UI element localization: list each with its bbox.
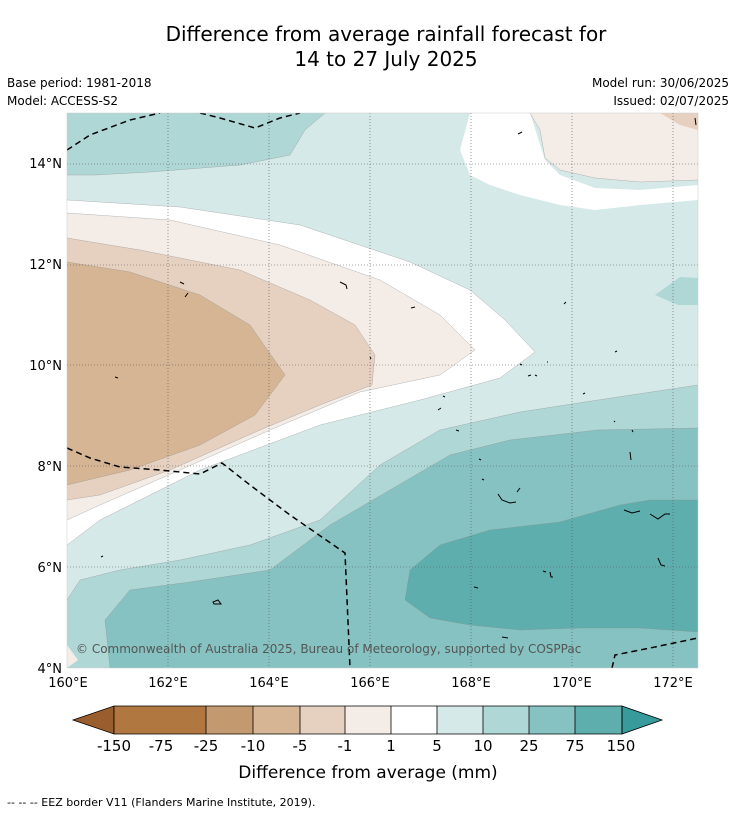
colorbar-label: 25 (519, 737, 538, 755)
lat-label: 14°N (29, 157, 62, 172)
colorbar-label: 150 (607, 737, 636, 755)
colorbar-label: -150 (97, 737, 131, 755)
colorbar-bin (253, 706, 300, 734)
colorbar-label: -25 (194, 737, 219, 755)
map-frame (66, 112, 699, 669)
islands (100, 117, 697, 639)
region-dry-10 (67, 262, 285, 485)
colorbar-bin (483, 706, 529, 734)
lat-label: 4°N (38, 662, 63, 677)
region-wet-5-north (67, 113, 325, 175)
colorbar-label: 1 (386, 737, 396, 755)
lon-label: 168°E (451, 676, 491, 691)
contour-lines (67, 113, 698, 668)
colorbar-label: 10 (473, 737, 492, 755)
chart-title: Difference from average rainfall forecas… (0, 22, 736, 72)
colorbar-bin (114, 706, 206, 734)
colorbar-title: Difference from average (mm) (238, 763, 497, 783)
title-line-1: Difference from average rainfall forecas… (165, 22, 607, 46)
lon-label: 170°E (552, 676, 592, 691)
colorbar-bin (575, 706, 622, 734)
lat-label: 8°N (38, 460, 63, 475)
lat-label: 12°N (29, 258, 62, 273)
region-wet-1-southwest (67, 528, 140, 570)
colorbar-bin (391, 706, 437, 734)
region-wet-5-east-patch (655, 277, 698, 305)
colorbar-label: 75 (565, 737, 584, 755)
longitude-axis: 160°E 162°E 164°E 166°E 168°E 170°E 172°… (48, 676, 693, 691)
lon-label: 162°E (148, 676, 188, 691)
lon-label: 166°E (350, 676, 390, 691)
graticule (67, 113, 698, 668)
lon-label: 172°E (653, 676, 693, 691)
lon-label: 160°E (48, 676, 88, 691)
meta-left: Base period: 1981-2018 Model: ACCESS-S2 (7, 74, 152, 110)
latitude-axis: 14°N 12°N 10°N 8°N 6°N 4°N (29, 157, 62, 677)
colorbar-bin (206, 706, 253, 734)
meta-right: Model run: 30/06/2025 Issued: 02/07/2025 (592, 74, 729, 110)
copyright-notice: © Commonwealth of Australia 2025, Bureau… (76, 642, 581, 656)
colorbar-label: -5 (293, 737, 308, 755)
issued-date: Issued: 02/07/2025 (613, 94, 729, 108)
lon-label: 164°E (249, 676, 289, 691)
colorbar-bin (345, 706, 391, 734)
colorbar-label: -10 (241, 737, 266, 755)
region-dry-5-northeast (660, 113, 698, 130)
region-neutral-northeast (460, 113, 698, 210)
title-line-2: 14 to 27 July 2025 (294, 47, 478, 71)
colorbar-bin (300, 706, 345, 734)
eez-borders (67, 113, 698, 668)
colorbar-bin (529, 706, 575, 734)
rainfall-map[interactable]: © Commonwealth of Australia 2025, Bureau… (67, 113, 698, 668)
model-name: Model: ACCESS-S2 (7, 94, 119, 108)
colorbar-label: -1 (338, 737, 353, 755)
colorbar-high-extend (621, 705, 664, 735)
eez-legend-note: -- -- -- EEZ border V11 (Flanders Marine… (7, 796, 316, 809)
colorbar-low-extend (71, 705, 115, 735)
colorbar-label: -75 (149, 737, 174, 755)
base-period: Base period: 1981-2018 (7, 76, 152, 90)
lat-label: 6°N (38, 561, 63, 576)
colorbar-label: 5 (432, 737, 442, 755)
model-run: Model run: 30/06/2025 (591, 76, 729, 90)
region-wet-25 (405, 500, 698, 632)
colorbar: -150 -75 -25 -10 -5 -1 1 5 10 25 75 150 … (71, 705, 664, 783)
region-dry-1-southwest (67, 645, 78, 668)
colorbar-bin (437, 706, 483, 734)
lat-label: 10°N (29, 359, 62, 374)
